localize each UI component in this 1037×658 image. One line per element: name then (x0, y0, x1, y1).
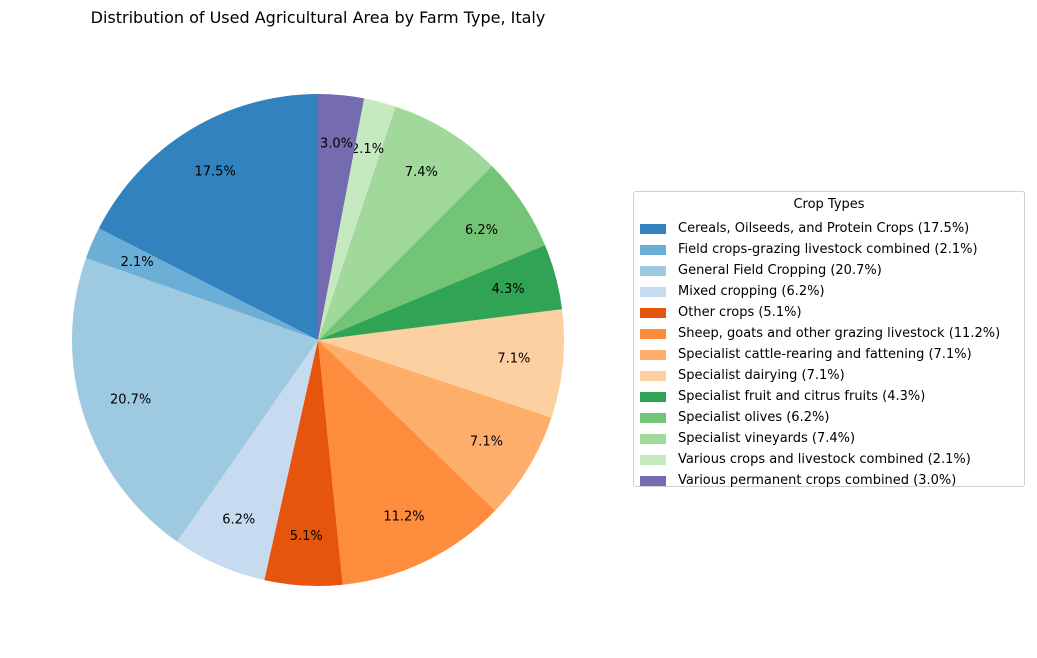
slice-percent-label: 4.3% (492, 282, 525, 297)
slice-percent-label: 5.1% (290, 529, 323, 544)
legend-item: Specialist fruit and citrus fruits (4.3%… (634, 386, 1024, 407)
slice-percent-label: 7.4% (405, 165, 438, 180)
chart-title: Distribution of Used Agricultural Area b… (90, 8, 546, 27)
legend-label: Specialist fruit and citrus fruits (4.3%… (678, 389, 926, 404)
legend-item: Sheep, goats and other grazing livestock… (634, 323, 1024, 344)
pie-slice (318, 340, 552, 511)
slice-percent-label: 2.1% (351, 142, 384, 157)
legend-swatch (640, 370, 666, 381)
pie-slice (86, 228, 319, 340)
legend-swatch (640, 265, 666, 276)
legend-label: Various crops and livestock combined (2.… (678, 452, 971, 467)
slice-percent-label: 3.0% (320, 137, 353, 152)
legend-label: Various permanent crops combined (3.0%) (678, 473, 957, 488)
legend-item: Specialist olives (6.2%) (634, 407, 1024, 428)
legend-item: Mixed cropping (6.2%) (634, 281, 1024, 302)
legend-swatch (640, 307, 666, 318)
slice-percent-label: 7.1% (470, 434, 503, 449)
legend-label: Specialist vineyards (7.4%) (678, 431, 856, 446)
legend-label: Specialist cattle-rearing and fattening … (678, 347, 972, 362)
slice-percent-label: 20.7% (110, 393, 151, 408)
slice-percent-label: 2.1% (121, 255, 154, 270)
slice-percent-label: 7.1% (497, 352, 530, 367)
slice-percent-label: 6.2% (465, 223, 498, 238)
legend-item: Other crops (5.1%) (634, 302, 1024, 323)
pie-slice (98, 94, 318, 340)
pie-slice (318, 166, 545, 340)
legend-item: Various crops and livestock combined (2.… (634, 449, 1024, 470)
pie-slice (318, 106, 492, 341)
pie-slice (318, 98, 396, 340)
pie-slice (318, 340, 496, 585)
legend-item: Specialist dairying (7.1%) (634, 365, 1024, 386)
legend-item: Cereals, Oilseeds, and Protein Crops (17… (634, 218, 1024, 239)
legend-swatch (640, 349, 666, 360)
legend-label: Specialist olives (6.2%) (678, 410, 830, 425)
pie-slice (177, 340, 318, 581)
pie-slice (264, 340, 343, 587)
legend-swatch (640, 454, 666, 465)
legend-item: Field crops-grazing livestock combined (… (634, 239, 1024, 260)
legend-swatch (640, 433, 666, 444)
legend-swatch (640, 391, 666, 402)
legend-swatch (640, 328, 666, 339)
legend-label: Sheep, goats and other grazing livestock… (678, 326, 1001, 341)
legend-item: General Field Cropping (20.7%) (634, 260, 1024, 281)
legend-item: Various permanent crops combined (3.0%) (634, 470, 1024, 491)
pie-slice (71, 258, 318, 542)
legend: Crop Types Cereals, Oilseeds, and Protei… (633, 191, 1025, 488)
slice-percent-label: 17.5% (195, 165, 236, 180)
legend-item: Specialist cattle-rearing and fattening … (634, 344, 1024, 365)
legend-swatch (640, 412, 666, 423)
pie-slice (318, 309, 565, 418)
legend-label: General Field Cropping (20.7%) (678, 263, 882, 278)
pie-slice (318, 94, 365, 340)
legend-swatch (640, 223, 666, 234)
legend-label: Other crops (5.1%) (678, 305, 802, 320)
pie-chart: 17.5% 2.1% 20.7% 6.2% 5.1% 11.2% 7.1% 7.1% 4.3% 6… (71, 94, 565, 587)
legend-item: Specialist vineyards (7.4%) (634, 428, 1024, 449)
legend-label: Cereals, Oilseeds, and Protein Crops (17… (678, 221, 970, 236)
legend-title: Crop Types (793, 197, 865, 212)
pie-slice (318, 245, 563, 340)
legend-swatch (640, 475, 666, 486)
legend-label: Field crops-grazing livestock combined (… (678, 242, 978, 257)
legend-swatch (640, 244, 666, 255)
slice-percent-label: 6.2% (222, 513, 255, 528)
legend-label: Mixed cropping (6.2%) (678, 284, 825, 299)
legend-swatch (640, 286, 666, 297)
legend-label: Specialist dairying (7.1%) (678, 368, 845, 383)
slice-percent-label: 11.2% (383, 510, 424, 525)
legend-items: Cereals, Oilseeds, and Protein Crops (17… (634, 218, 1024, 491)
